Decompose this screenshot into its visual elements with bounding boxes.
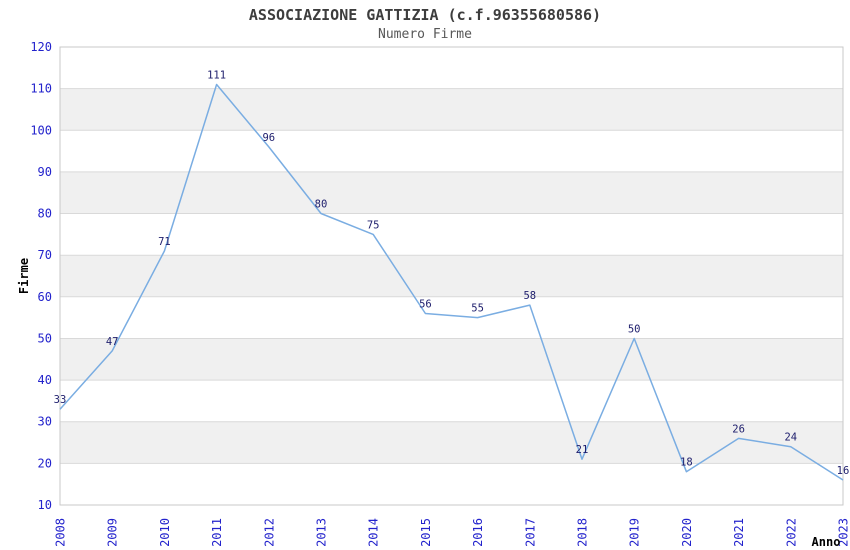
x-tick-label: 2018 — [576, 518, 590, 547]
y-tick-label: 40 — [38, 373, 52, 387]
grid-band — [60, 88, 843, 131]
y-axis-title: Firme — [17, 258, 31, 294]
x-tick-label: 2013 — [315, 518, 329, 547]
x-axis-title: Anno — [812, 535, 841, 549]
data-point-label: 96 — [262, 132, 275, 144]
y-tick-label: 10 — [38, 498, 52, 512]
data-point-label: 75 — [367, 219, 380, 231]
x-tick-label: 2023 — [837, 518, 850, 547]
chart-title: ASSOCIAZIONE GATTIZIA (c.f.96355680586) — [248, 6, 602, 24]
plot-area: 10 20 30 40 50 60 70 80 90 100 110 120 2008 2009 2010 2… — [30, 40, 850, 547]
data-point-label: 71 — [158, 236, 171, 248]
x-tick-label: 2019 — [628, 518, 642, 547]
x-tick-label: 2014 — [367, 518, 381, 547]
data-point-label: 21 — [576, 444, 589, 456]
chart-subtitle: Numero Firme — [378, 27, 472, 42]
series-line — [59, 83, 844, 481]
data-point-label: 16 — [837, 465, 850, 477]
x-tick-label: 2016 — [471, 518, 485, 547]
data-point-label: 56 — [419, 299, 432, 311]
y-tick-label: 90 — [38, 165, 52, 179]
grid-band — [60, 338, 843, 381]
data-point-label: 80 — [315, 199, 328, 211]
x-tick-label: 2020 — [680, 518, 694, 547]
y-tick-label: 60 — [38, 290, 52, 304]
data-point-label: 24 — [784, 432, 797, 444]
x-tick-label: 2015 — [419, 518, 433, 547]
data-point-label: 50 — [628, 324, 641, 336]
x-tick-label: 2017 — [523, 518, 537, 547]
x-tick-label: 2022 — [784, 518, 798, 547]
data-point-label: 111 — [207, 70, 226, 82]
x-tick-label: 2012 — [262, 518, 276, 547]
y-tick-label: 50 — [38, 332, 52, 346]
x-tick-label: 2009 — [106, 518, 120, 547]
y-tick-label: 70 — [38, 248, 52, 262]
grid-band — [60, 171, 843, 214]
grid-band — [60, 255, 843, 297]
data-point-label: 58 — [523, 290, 536, 302]
x-tick-label: 2021 — [732, 518, 746, 547]
y-tick-label: 100 — [30, 123, 52, 137]
y-tick-label: 80 — [38, 207, 52, 221]
y-tick-label: 30 — [38, 415, 52, 429]
plot-border — [59, 46, 844, 506]
x-tick-label: 2010 — [158, 518, 172, 547]
grid-band — [60, 421, 843, 464]
data-point-label: 33 — [54, 394, 67, 406]
data-point-label: 55 — [471, 303, 484, 315]
y-tick-label: 120 — [30, 40, 52, 54]
y-tick-label: 110 — [30, 82, 52, 96]
y-tick-label: 20 — [38, 456, 52, 470]
data-point-label: 18 — [680, 457, 693, 469]
data-point-label: 47 — [106, 336, 119, 348]
x-tick-label: 2011 — [210, 518, 224, 547]
data-point-label: 26 — [732, 423, 745, 435]
x-tick-label: 2008 — [54, 518, 68, 547]
